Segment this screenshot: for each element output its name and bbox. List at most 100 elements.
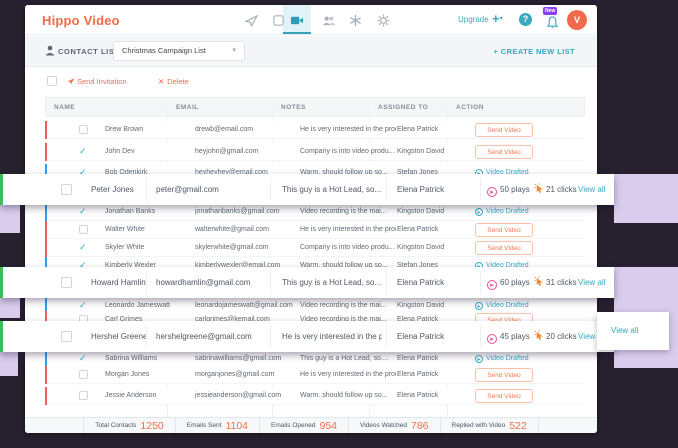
contact-email: kimberlywexler@email.com [195,262,281,269]
contact-notes: Company is into video produ... [300,148,395,155]
contact-assigned: Elena Patrick [397,316,439,323]
popout-contact-row[interactable]: Peter Jones peter@gmail.com This guy is a … [0,174,614,205]
table-row[interactable]: ✓ Skyler White skylerwhite@gmail.com Compan… [45,239,585,257]
plays-stat: ▸ 50 plays [487,174,533,205]
row-checkbox-checked[interactable]: ✓ [79,167,87,177]
clicks-stat: 21 clicks [534,174,580,205]
contact-assigned: Elena Patrick [397,392,439,399]
contact-assigned: Kingston David [397,244,445,251]
footer-stat: Emails Opened 954 [259,418,348,433]
video-drafted-label: Video Drafted [486,208,529,215]
row-checkbox[interactable] [79,370,88,379]
table-row[interactable]: Jessie Anderson jessieanderson@gmail.com W… [45,387,585,405]
overlay-cell-divider [270,325,271,348]
contact-assigned: Elena Patrick [397,226,439,233]
play-circle-icon: ▸ [475,302,483,310]
clicks-count: 21 clicks [546,185,577,194]
row-checkbox[interactable] [79,391,88,400]
row-status-border [45,350,47,368]
select-all-checkbox[interactable] [47,76,57,86]
create-plus-menu[interactable]: +▾ [492,11,503,26]
play-circle-icon: ▸ [475,208,483,216]
contact-assigned: Elena Patrick [397,371,439,378]
contacts-icon[interactable] [321,13,337,28]
row-checkbox-checked[interactable]: ✓ [79,300,87,310]
integrations-icon[interactable] [347,13,363,28]
row-status-border [45,164,47,182]
view-all-link[interactable]: View all [578,185,606,194]
notifications-bell[interactable]: New [543,7,562,33]
table-row[interactable]: Drew Brown drewb@email.com He is very inte… [45,121,585,139]
video-drafted-status[interactable]: ▸Video Drafted [475,203,529,221]
row-status-border [45,203,47,221]
view-all-link[interactable]: View all [578,278,606,287]
close-icon: ✕ [158,77,165,86]
table-row[interactable]: ✓ Jonathan Banks jonathanbanks@gmail.com Vi… [45,203,585,221]
row-checkbox-checked[interactable]: ✓ [79,146,87,156]
footer-stat: Total Contacts 1250 [83,418,175,433]
row-checkbox[interactable] [79,225,88,234]
row-status-border [45,366,47,384]
row-checkbox-checked[interactable]: ✓ [79,260,87,270]
row-checkbox[interactable] [61,331,72,342]
upgrade-link[interactable]: Upgrade [458,15,489,24]
row-status-border [45,297,47,315]
launch-icon[interactable] [243,13,259,28]
footer-stat-label: Emails Opened [271,422,316,429]
settings-icon[interactable] [375,13,391,28]
overlay-cell-divider [386,271,387,294]
table-row[interactable]: Walter White walterwhite@gmail.com He is v… [45,221,585,239]
contact-notes: Video recording is the mai... [300,316,387,323]
video-drafted-label: Video Drafted [486,355,529,362]
contact-list-icon [45,45,55,56]
row-status-border [45,239,47,257]
contact-email: jonathanbanks@gmail.com [195,208,280,215]
table-header: NAME EMAIL NOTES ASSIGNED TO ACTION [45,97,585,117]
help-icon[interactable]: ? [519,13,532,26]
table-row[interactable]: ✓ Leonardo Jameswatt leonardojameswatt@gma… [45,297,585,315]
row-checkbox[interactable] [61,277,72,288]
click-cursor-icon [534,183,543,194]
table-row[interactable]: Morgan Jones morganjones@gmail.com He is v… [45,366,585,384]
popout-contact-row[interactable]: Hershel Greene hershelgreene@gmail.com He … [0,321,614,352]
contact-assigned: Elena Patrick [397,332,445,341]
send-video-button[interactable]: Send Video [475,389,533,403]
user-avatar[interactable]: V [567,10,587,30]
video-library-icon[interactable] [289,13,305,28]
records-icon[interactable] [270,13,286,28]
view-all-link[interactable]: View all [578,332,606,341]
contact-notes: This guy is a Hot Lead, so... [282,278,382,287]
clicks-stat: 20 clicks [534,321,580,352]
send-video-button[interactable]: Send Video [475,223,533,237]
send-video-button[interactable]: Send Video [475,145,533,159]
chevron-down-icon: ▾ [499,16,503,22]
send-video-button[interactable]: Send Video [475,123,533,137]
contact-email: walterwhite@gmail.com [195,226,270,233]
row-checkbox[interactable] [61,184,72,195]
floating-view-all-panel[interactable]: View all [597,312,669,350]
bell-icon [546,16,559,28]
create-new-list-button[interactable]: + CREATE NEW LIST [493,47,575,56]
overlay-cell-divider [386,178,387,201]
contact-notes: Warm..should follow up so... [300,392,388,399]
popout-contact-row[interactable]: Howard Hamlin howardhamlin@gmail.com This … [0,267,614,298]
contact-name: Howard Hamlin [91,278,146,287]
contact-notes: Warm. should follow up so... [300,262,388,269]
delete-button[interactable]: ✕ Delete [158,77,189,86]
row-checkbox-checked[interactable]: ✓ [79,353,87,363]
row-status-border [45,387,47,405]
video-drafted-status[interactable]: ▸Video Drafted [475,297,529,315]
send-video-button[interactable]: Send Video [475,368,533,382]
table-row[interactable]: ✓ John Dev heyjohn@gmail.com Company is int… [45,143,585,161]
row-checkbox-checked[interactable]: ✓ [79,206,87,216]
video-drafted-status[interactable]: ▸Video Drafted [475,350,529,368]
send-video-button[interactable]: Send Video [475,241,533,255]
row-checkbox[interactable] [79,125,88,134]
view-all-link[interactable]: View all [611,326,639,335]
contact-email: heyheyhey@email.com [195,169,268,176]
footer-stat-label: Videos Watched [360,422,407,429]
send-invitation-button[interactable]: Send Invitation [67,77,127,86]
campaign-list-dropdown[interactable]: Christmas Campaign List ▾ [113,41,245,61]
row-checkbox-checked[interactable]: ✓ [79,242,87,252]
contact-name: Drew Brown [105,126,144,133]
